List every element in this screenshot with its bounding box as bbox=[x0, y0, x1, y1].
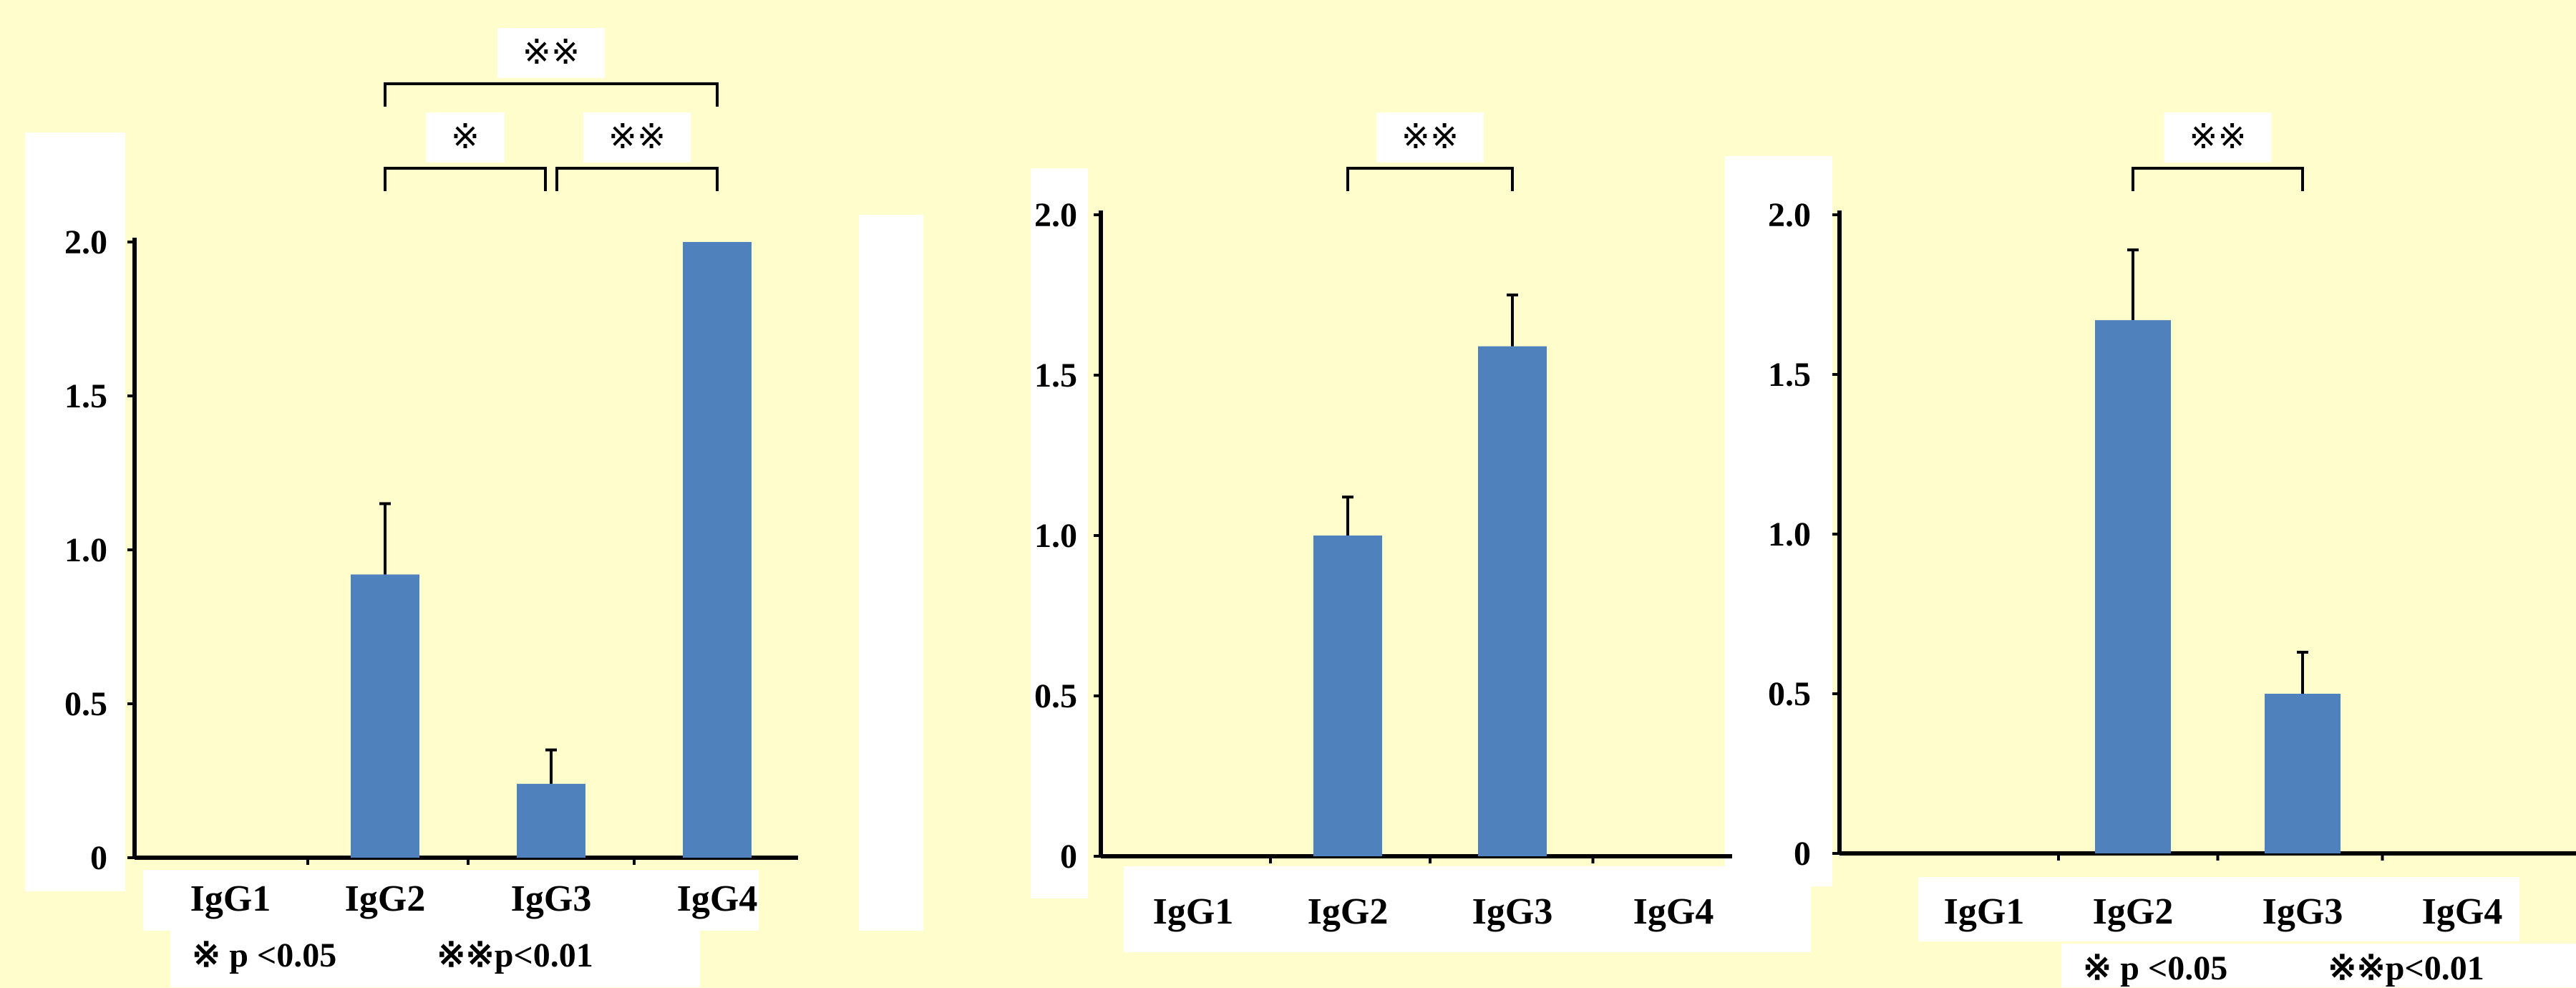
significance-bracket bbox=[384, 82, 719, 107]
significance-label: ※※ bbox=[608, 117, 666, 157]
category-label-igg1: IgG1 bbox=[190, 878, 271, 919]
white-strip-right-axis-bg bbox=[1725, 156, 1832, 886]
bar-igg2 bbox=[2095, 320, 2171, 853]
significance-label: ※※ bbox=[1401, 117, 1459, 157]
y-tick-label: 2.0 bbox=[1034, 196, 1077, 234]
category-labels-bg bbox=[1918, 877, 2519, 941]
y-tick-label: 1.5 bbox=[64, 377, 107, 415]
legend-p005: ※ p <0.05 bbox=[2083, 949, 2228, 987]
significance-label-bg bbox=[583, 112, 691, 163]
significance-legend-3: ※ p <0.05 ※※p<0.01 bbox=[2061, 944, 2576, 987]
bar-igg3 bbox=[1478, 346, 1547, 856]
y-tick-label: 0 bbox=[1060, 838, 1077, 876]
significance-label: ※※ bbox=[523, 32, 580, 72]
y-tick-label: 2.0 bbox=[1768, 196, 1811, 234]
legend-p001: ※※p<0.01 bbox=[437, 936, 593, 974]
significance-legend-1: ※ p <0.05 ※※p<0.01 bbox=[170, 931, 700, 987]
category-label-igg2: IgG2 bbox=[1308, 891, 1389, 932]
category-label-igg3: IgG3 bbox=[2262, 891, 2343, 932]
category-label-igg4: IgG4 bbox=[677, 878, 758, 919]
legend-p005: ※ p <0.05 bbox=[192, 936, 337, 974]
y-tick-label: 2.0 bbox=[64, 223, 107, 261]
category-label-igg4: IgG4 bbox=[2422, 891, 2503, 932]
y-tick-label: 0.5 bbox=[1034, 677, 1077, 715]
y-tick-label: 1.0 bbox=[1034, 517, 1077, 555]
y-tick-label: 1.0 bbox=[1768, 515, 1811, 553]
category-label-igg3: IgG3 bbox=[1472, 891, 1553, 932]
category-label-igg4: IgG4 bbox=[1633, 891, 1714, 932]
category-label-igg2: IgG2 bbox=[345, 878, 426, 919]
category-label-igg1: IgG1 bbox=[1153, 891, 1234, 932]
y-tick-label: 1.5 bbox=[1034, 357, 1077, 394]
significance-label: ※※ bbox=[2189, 117, 2246, 157]
significance-label-bg bbox=[2164, 112, 2272, 163]
bar-igg3 bbox=[2265, 694, 2341, 853]
bar-igg3 bbox=[517, 783, 585, 858]
significance-bracket bbox=[2132, 167, 2304, 191]
y-tick-label: 0 bbox=[1794, 835, 1811, 873]
significance-bracket bbox=[384, 167, 547, 191]
y-tick-label: 0 bbox=[90, 839, 107, 877]
category-label-igg1: IgG1 bbox=[1944, 891, 2025, 932]
y-tick-label: 0.5 bbox=[64, 685, 107, 723]
bar-igg4 bbox=[683, 242, 752, 858]
y-tick-label: 1.5 bbox=[1768, 356, 1811, 394]
category-label-igg2: IgG2 bbox=[2093, 891, 2174, 932]
bar-chart-3: 0 0.5 1.0 1.5 2.0 IgG1 IgG2 IgG3 IgG4 ※※ bbox=[1768, 112, 2576, 941]
bar-igg2 bbox=[351, 574, 419, 858]
chart-panel-3: 0 0.5 1.0 1.5 2.0 IgG1 IgG2 IgG3 IgG4 ※※ bbox=[1732, 0, 2576, 987]
bar-igg2 bbox=[1313, 536, 1382, 856]
white-strip-mid-categories-bg bbox=[1124, 866, 1811, 952]
white-strip-mid-axis-bg bbox=[1031, 168, 1088, 899]
category-label-igg3: IgG3 bbox=[511, 878, 592, 919]
significance-bracket bbox=[555, 167, 719, 191]
y-tick-label: 1.0 bbox=[64, 531, 107, 569]
legend-p001: ※※p<0.01 bbox=[2328, 949, 2484, 987]
white-strip-left-axis-bg bbox=[25, 132, 125, 891]
chart-panel-1: 0 0.5 1.0 1.5 2.0 IgG1 IgG2 IgG3 IgG4 ※ ※※ ※※ bbox=[0, 0, 859, 987]
white-strip-divider bbox=[859, 215, 923, 931]
significance-label-bg bbox=[497, 28, 605, 78]
significance-label-bg bbox=[1376, 112, 1484, 163]
y-tick-label: 0.5 bbox=[1768, 675, 1811, 713]
significance-label-bg bbox=[426, 112, 505, 163]
bar-chart-2: 0 0.5 1.0 1.5 2.0 IgG1 IgG2 IgG3 IgG4 ※※ bbox=[1034, 112, 1732, 932]
significance-label: ※ bbox=[451, 117, 480, 157]
significance-bracket bbox=[1346, 167, 1514, 191]
chart-panel-2: 0 0.5 1.0 1.5 2.0 IgG1 IgG2 IgG3 IgG4 ※※ bbox=[923, 0, 1732, 987]
category-labels-bg bbox=[143, 870, 759, 931]
